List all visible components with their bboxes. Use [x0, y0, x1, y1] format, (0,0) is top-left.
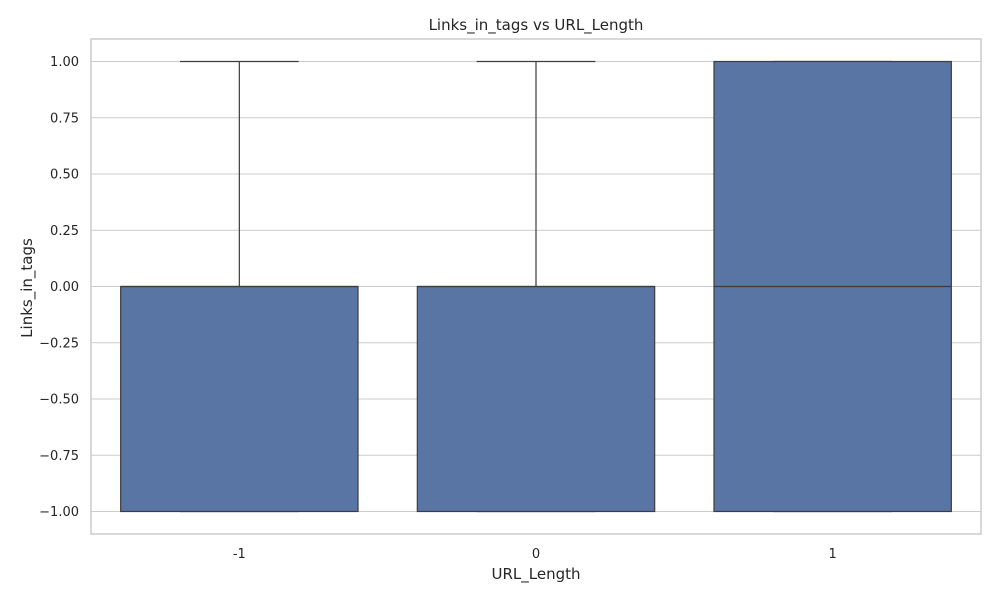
- plot-frame: [90, 38, 982, 535]
- y-tick-label: 0.75: [50, 111, 79, 126]
- box-0: [416, 60, 656, 513]
- x-tick-label: -1: [233, 547, 246, 562]
- box-iqr: [416, 285, 656, 513]
- x-tick-label: 0: [532, 547, 540, 562]
- y-tick-label: −0.50: [39, 393, 79, 408]
- y-tick-label: 0.25: [50, 224, 79, 239]
- x-tick-label: 1: [829, 547, 837, 562]
- chart-title: Links_in_tags vs URL_Length: [429, 16, 644, 35]
- y-tick-label: 1.00: [50, 55, 79, 70]
- y-axis-label: Links_in_tags: [18, 238, 37, 338]
- y-tick-label: 0.00: [50, 280, 79, 295]
- y-tick-label: −1.00: [39, 505, 79, 520]
- y-tick-label: 0.50: [50, 168, 79, 183]
- x-axis-label: URL_Length: [492, 565, 581, 584]
- box-iqr: [120, 285, 359, 513]
- box-1: [713, 60, 952, 513]
- box--1: [120, 60, 359, 513]
- y-tick-label: −0.75: [39, 449, 79, 464]
- x-axis-ticks: -1 0 1: [233, 547, 837, 562]
- y-axis-ticks: −1.00 −0.75 −0.50 −0.25 0.00 0.25 0.50 0.75 1.00: [39, 55, 79, 520]
- box-plots: [120, 60, 952, 513]
- y-tick-label: −0.25: [39, 336, 79, 351]
